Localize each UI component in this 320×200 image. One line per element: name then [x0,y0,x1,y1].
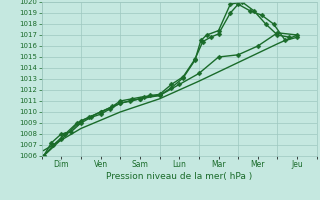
X-axis label: Pression niveau de la mer( hPa ): Pression niveau de la mer( hPa ) [106,172,252,181]
